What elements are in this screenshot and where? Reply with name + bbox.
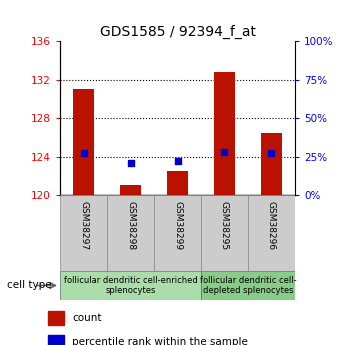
Point [128,160,133,166]
Text: count: count [72,313,102,323]
Bar [60,195,107,271]
Bar [120,185,141,195]
Bar [73,89,94,195]
Text: GSM38299: GSM38299 [173,201,182,250]
Text: percentile rank within the sample: percentile rank within the sample [72,337,248,345]
Text: GSM38295: GSM38295 [220,201,229,250]
Point [222,149,227,155]
Bar [107,195,154,271]
Bar [248,195,295,271]
Point [81,151,86,156]
Text: GSM38296: GSM38296 [267,201,276,250]
Bar [261,132,282,195]
Point [269,151,274,156]
Bar [167,171,188,195]
Bar [214,72,235,195]
Title: GDS1585 / 92394_f_at: GDS1585 / 92394_f_at [99,25,256,39]
Point [175,158,180,164]
Text: GSM38298: GSM38298 [126,201,135,250]
Bar [201,271,295,300]
Bar [201,195,248,271]
Bar [60,271,201,300]
Bar [48,335,64,345]
Text: follicular dendritic cell-enriched
splenocytes: follicular dendritic cell-enriched splen… [64,276,197,295]
Text: cell type: cell type [7,280,51,290]
Bar [154,195,201,271]
Bar [48,311,64,325]
Text: GSM38297: GSM38297 [79,201,88,250]
Text: follicular dendritic cell-
depleted splenocytes: follicular dendritic cell- depleted sple… [200,276,296,295]
